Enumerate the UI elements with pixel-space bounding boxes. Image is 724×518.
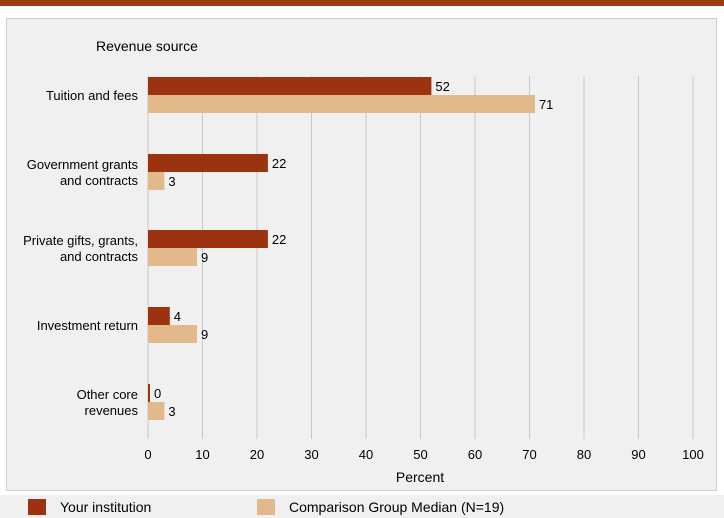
bar-your-institution (148, 384, 150, 402)
bar-comparison-median (148, 172, 165, 190)
legend-label-your-institution: Your institution (60, 499, 152, 515)
value-label-your-institution: 0 (154, 386, 161, 401)
legend-item-your-institution: Your institution (28, 499, 151, 515)
bar-comparison-median (148, 248, 198, 266)
legend-swatch-comparison-median (257, 499, 275, 515)
value-label-your-institution: 52 (435, 79, 449, 94)
x-tick-label: 70 (522, 447, 536, 462)
value-label-comparison-median: 3 (168, 174, 175, 189)
x-tick-label: 80 (577, 447, 591, 462)
x-tick-label: 20 (250, 447, 264, 462)
value-label-comparison-median: 9 (201, 327, 208, 342)
category-label: Government grants (27, 157, 139, 172)
category-label: Tuition and fees (46, 88, 139, 103)
value-label-comparison-median: 71 (539, 97, 553, 112)
x-tick-label: 90 (631, 447, 645, 462)
x-tick-label: 0 (144, 447, 151, 462)
chart-panel: Revenue source 52 71 22 3 22 9 4 9 0 3 Tuition an… (6, 18, 717, 491)
category-label: Private gifts, grants, (23, 233, 138, 248)
x-tick-labels: 0 10 20 30 40 50 60 70 80 90 100 (144, 447, 703, 462)
value-label-comparison-median: 3 (168, 404, 175, 419)
value-label-your-institution: 22 (272, 156, 286, 171)
category-label: Investment return (37, 318, 138, 333)
legend-label-comparison-median: Comparison Group Median (N=19) (289, 499, 505, 515)
bars (148, 77, 535, 420)
x-tick-label: 60 (468, 447, 482, 462)
chart-title: Revenue source (96, 38, 198, 54)
gridlines (147, 76, 694, 439)
legend-item-comparison-median: Comparison Group Median (N=19) (257, 499, 504, 515)
bar-your-institution (148, 307, 170, 325)
legend-swatch-your-institution (28, 499, 46, 515)
category-label: and contracts (60, 173, 139, 188)
x-tick-label: 30 (304, 447, 318, 462)
category-label: Other core (77, 387, 138, 402)
bar-comparison-median (148, 95, 535, 113)
value-label-your-institution: 4 (174, 309, 181, 324)
x-tick-label: 100 (682, 447, 704, 462)
category-label: and contracts (60, 249, 139, 264)
value-label-comparison-median: 9 (201, 250, 208, 265)
bar-your-institution (148, 77, 432, 95)
bar-comparison-median (148, 402, 165, 420)
x-tick-label: 40 (359, 447, 373, 462)
bar-your-institution (148, 230, 268, 248)
header-rule (0, 0, 724, 6)
bar-comparison-median (148, 325, 198, 343)
value-label-your-institution: 22 (272, 232, 286, 247)
bar-your-institution (148, 154, 268, 172)
legend: Your institution Comparison Group Median… (0, 495, 724, 518)
x-tick-label: 10 (195, 447, 209, 462)
x-axis-label: Percent (396, 469, 444, 485)
x-tick-label: 50 (413, 447, 427, 462)
category-label: revenues (85, 403, 139, 418)
